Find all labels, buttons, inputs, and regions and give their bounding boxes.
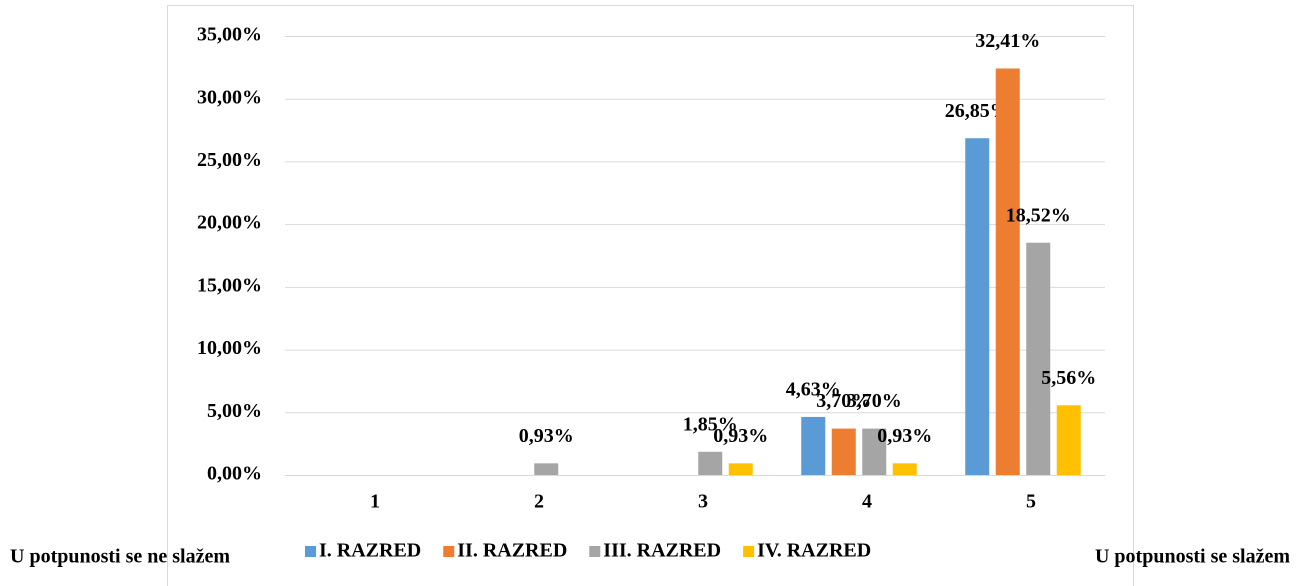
data-label: 0,93% [713, 425, 768, 447]
data-label: 32,41% [975, 30, 1040, 52]
x-tick-label: 2 [534, 491, 544, 513]
y-tick-label: 0,00% [207, 463, 262, 485]
legend-swatch [305, 546, 316, 557]
data-label: 3,70% [816, 390, 871, 412]
data-label: 0,93% [519, 425, 574, 447]
data-label: 18,52% [1006, 204, 1071, 226]
y-tick-label: 20,00% [197, 212, 262, 234]
data-label: 26,85% [945, 100, 1010, 122]
y-tick-label: 25,00% [197, 149, 262, 171]
y-tick-label: 15,00% [197, 274, 262, 296]
bar [831, 428, 856, 475]
legend-swatch [743, 546, 755, 557]
x-tick-label: 5 [1026, 491, 1036, 513]
legend-swatch [589, 546, 601, 557]
y-tick-label: 30,00% [197, 86, 262, 108]
legend-label: II. RAZRED [457, 540, 567, 562]
x-tick-label: 4 [862, 491, 872, 513]
legend-swatch [443, 546, 455, 557]
legend-label: III. RAZRED [603, 540, 721, 562]
bar [995, 68, 1020, 476]
left-annotation: U potpunosti se ne slažem [10, 546, 230, 568]
legend-label: I. RAZRED [319, 540, 421, 562]
bar [862, 428, 887, 475]
right-annotation: U potpunosti se slažem [1095, 546, 1290, 568]
bar [534, 463, 559, 475]
data-label: 3,70% [847, 390, 902, 412]
y-tick-label: 10,00% [197, 337, 262, 359]
bar [698, 451, 723, 475]
chart-frame [167, 5, 1134, 586]
bar [965, 138, 990, 475]
bar [728, 463, 753, 475]
bar [1026, 242, 1051, 475]
bar [892, 463, 917, 475]
legend-label: IV. RAZRED [757, 540, 871, 562]
data-label: 5,56% [1041, 367, 1096, 389]
data-label: 0,93% [877, 425, 932, 447]
y-tick-label: 35,00% [197, 24, 262, 46]
data-label: 4,63% [786, 379, 841, 401]
data-label: 1,85% [683, 413, 738, 435]
x-tick-label: 3 [698, 491, 708, 513]
x-tick-label: 1 [370, 491, 380, 513]
bar [801, 416, 826, 475]
y-tick-label: 5,00% [207, 400, 262, 422]
bar [1056, 405, 1081, 475]
